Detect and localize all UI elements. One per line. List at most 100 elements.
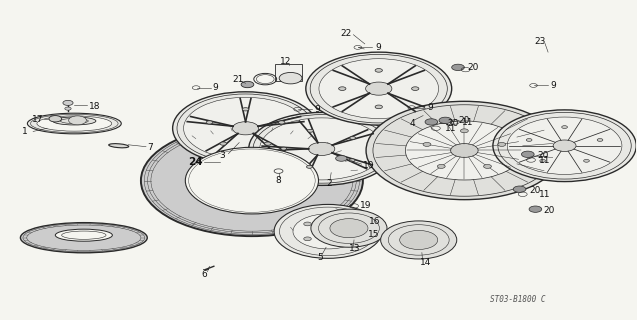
Ellipse shape [53,117,96,125]
Text: 20: 20 [537,151,548,160]
Circle shape [279,72,302,84]
Ellipse shape [109,144,129,148]
Circle shape [63,100,73,105]
Circle shape [264,142,271,145]
Circle shape [507,117,622,174]
Text: 17: 17 [32,115,43,124]
Circle shape [540,159,545,162]
Text: 9: 9 [315,105,320,114]
Text: 9: 9 [550,81,556,90]
FancyBboxPatch shape [275,64,302,81]
Text: 9: 9 [427,103,433,112]
Circle shape [306,52,452,125]
Circle shape [522,151,534,157]
Circle shape [439,117,452,124]
Circle shape [366,82,392,95]
Circle shape [330,219,368,238]
Circle shape [493,110,636,181]
Circle shape [452,64,464,70]
Circle shape [529,206,541,212]
Circle shape [553,140,576,151]
Text: 7: 7 [147,143,153,152]
Circle shape [339,87,346,91]
Text: ST03-B1800 C: ST03-B1800 C [490,295,545,304]
Circle shape [349,159,355,162]
Text: 2: 2 [327,179,333,188]
Circle shape [242,108,249,111]
Text: 9: 9 [213,83,218,92]
Circle shape [69,116,87,125]
Circle shape [49,116,62,122]
Text: 3: 3 [219,151,225,160]
Text: 11: 11 [539,190,551,199]
Text: 20: 20 [447,119,459,128]
Circle shape [274,204,382,258]
Text: 22: 22 [341,28,352,38]
Text: 21: 21 [233,75,243,84]
Circle shape [526,139,532,141]
Circle shape [562,126,568,129]
Text: 18: 18 [89,101,101,111]
Text: 9: 9 [375,43,381,52]
Circle shape [141,125,363,236]
Circle shape [483,164,491,168]
Circle shape [319,59,438,118]
Text: 8: 8 [275,176,281,185]
Circle shape [332,217,340,221]
Text: 20: 20 [468,62,479,72]
Circle shape [399,230,438,250]
Text: 13: 13 [349,244,361,253]
Circle shape [183,97,308,159]
Text: 23: 23 [535,36,546,45]
Ellipse shape [20,223,147,253]
Circle shape [311,209,387,247]
Circle shape [336,156,347,161]
Text: 19: 19 [361,202,372,211]
Circle shape [461,129,468,133]
Text: 11: 11 [462,118,473,127]
Text: 4: 4 [409,119,415,128]
Text: 5: 5 [317,253,323,262]
Text: 1: 1 [22,127,28,136]
Circle shape [220,142,227,145]
Text: 16: 16 [369,217,381,226]
Circle shape [423,142,431,146]
Circle shape [241,81,254,88]
Circle shape [513,186,526,192]
Circle shape [350,229,357,233]
Circle shape [412,87,419,91]
Circle shape [438,164,445,168]
Circle shape [597,139,603,141]
Text: 15: 15 [368,230,380,239]
Circle shape [450,144,478,157]
Text: 20: 20 [458,116,469,125]
Circle shape [308,142,335,156]
Ellipse shape [37,116,111,131]
Text: 11: 11 [445,124,457,133]
Circle shape [206,121,213,124]
Text: 24: 24 [189,156,203,167]
Ellipse shape [55,229,112,241]
Circle shape [583,159,589,162]
Text: 10: 10 [363,161,375,170]
Text: 6: 6 [202,270,208,279]
Circle shape [425,119,438,125]
Text: 20: 20 [543,206,554,215]
Circle shape [304,222,311,226]
Circle shape [366,101,562,200]
Circle shape [405,121,524,180]
Circle shape [65,107,71,110]
Circle shape [375,68,382,72]
Circle shape [381,221,457,259]
Circle shape [350,137,355,140]
Circle shape [293,214,363,249]
Circle shape [375,105,382,109]
Circle shape [278,121,285,124]
Circle shape [185,147,318,214]
Circle shape [498,142,506,146]
Circle shape [316,226,340,237]
Circle shape [332,242,340,245]
Text: 20: 20 [529,186,540,195]
Circle shape [260,118,383,180]
Circle shape [306,165,312,168]
